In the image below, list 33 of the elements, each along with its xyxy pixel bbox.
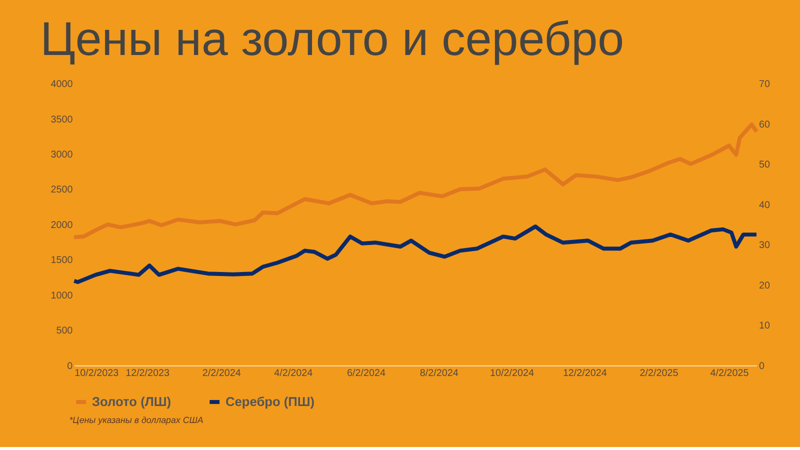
y2-tick-label: 60 xyxy=(758,119,770,130)
y-tick-label: 2500 xyxy=(50,184,74,196)
y-tick-label: 2000 xyxy=(50,220,74,231)
y2-tick-label: 0 xyxy=(758,360,765,372)
y-tick-label: 500 xyxy=(56,326,74,337)
x-tick-label: 8/2/2024 xyxy=(420,368,459,379)
y-tick-label: 3000 xyxy=(50,149,74,160)
x-tick-label: 12/2/2023 xyxy=(126,368,170,379)
legend-label: Золото (ЛШ) xyxy=(92,394,172,409)
y-tick-label: 1000 xyxy=(50,290,74,302)
x-tick-label: 4/2/2024 xyxy=(274,368,314,379)
x-tick-label: 4/2/2025 xyxy=(710,368,750,379)
line-series xyxy=(72,224,758,284)
x-tick-label: 10/2/2024 xyxy=(490,368,534,379)
text: *Цены указаны в долларах США xyxy=(69,414,204,425)
line-series xyxy=(72,122,758,240)
y-tick-label: 4000 xyxy=(50,79,74,90)
x-tick-label: 10/2/2023 xyxy=(74,368,120,379)
x-tick-label: 12/2/2024 xyxy=(562,368,608,379)
y2-tick-label: 10 xyxy=(758,320,770,332)
y2-tick-label: 70 xyxy=(758,79,770,90)
x-tick-label: 2/2/2025 xyxy=(640,368,679,379)
x-tick-label: 2/2/2024 xyxy=(202,368,242,379)
y2-tick-label: 20 xyxy=(758,280,770,292)
y-tick-label: 0 xyxy=(67,360,74,372)
y2-tick-label: 50 xyxy=(758,160,770,171)
y-tick-label: 3500 xyxy=(50,114,74,126)
legend-label: Серебро (ПШ) xyxy=(225,394,315,409)
y2-tick-label: 40 xyxy=(758,200,770,211)
x-tick-label: 6/2/2024 xyxy=(347,368,386,379)
chart-title: Цены на золото и серебро xyxy=(40,12,624,66)
y2-tick-label: 30 xyxy=(758,240,770,252)
y-tick-label: 1500 xyxy=(50,255,74,266)
